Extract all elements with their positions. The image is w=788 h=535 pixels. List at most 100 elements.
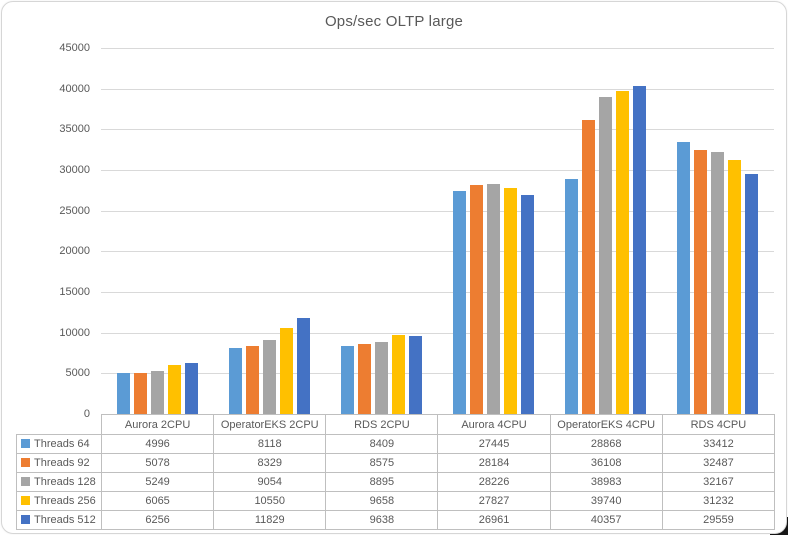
bar-group: [101, 48, 213, 414]
bar-threads-92: [133, 372, 147, 414]
value-cell: 27827: [437, 491, 551, 511]
bar-threads-64: [565, 179, 579, 414]
bar-threads-64: [340, 345, 354, 414]
bar-threads-256: [391, 335, 405, 414]
bar-threads-512: [408, 335, 422, 414]
value-cell: 4996: [100, 434, 215, 454]
value-cell: 32167: [661, 472, 776, 492]
bars-layer: [101, 48, 774, 414]
bar-group: [438, 48, 550, 414]
value-cell: 9054: [213, 472, 327, 492]
value-cell: 40357: [549, 510, 663, 530]
category-header-cell: OperatorEKS 4CPU: [549, 414, 663, 435]
bar-threads-92: [470, 184, 484, 414]
bar-threads-92: [582, 120, 596, 414]
bar-threads-128: [150, 371, 164, 414]
table-row: Threads 92 5078 8329 8575 28184 36108 32487: [16, 453, 776, 473]
legend-cell: Threads 256: [16, 491, 102, 511]
y-axis: 45000 40000 35000 30000 25000 20000 15000 10000…: [26, 42, 90, 420]
legend-swatch-icon: [21, 439, 30, 448]
value-cell: 36108: [549, 453, 663, 473]
bar-threads-128: [711, 152, 725, 414]
bar-threads-512: [745, 173, 759, 414]
value-cell: 28868: [549, 434, 663, 454]
bar-threads-64: [116, 373, 130, 414]
gridline: [101, 170, 774, 171]
y-axis-tick-label: 0: [83, 408, 90, 420]
table-header-row: Aurora 2CPU OperatorEKS 2CPU RDS 2CPU Auror…: [17, 414, 776, 435]
legend-label: Threads 64: [34, 438, 90, 450]
bar-threads-256: [504, 187, 518, 414]
gridline: [101, 129, 774, 130]
y-axis-tick-label: 45000: [59, 42, 90, 54]
value-cell: 8575: [325, 453, 439, 473]
value-cell: 27445: [437, 434, 551, 454]
data-table: Aurora 2CPU OperatorEKS 2CPU RDS 2CPU Auror…: [16, 414, 776, 530]
bar-group: [662, 48, 774, 414]
value-cell: 28226: [437, 472, 551, 492]
value-cell: 32487: [661, 453, 776, 473]
data-table-body: Aurora 2CPU OperatorEKS 2CPU RDS 2CPU Auror…: [16, 414, 776, 530]
value-cell: 5078: [100, 453, 215, 473]
value-cell: 8329: [213, 453, 327, 473]
bar-threads-92: [357, 344, 371, 414]
bar-threads-64: [453, 190, 467, 414]
gridline: [101, 292, 774, 293]
category-header-cell: RDS 4CPU: [661, 414, 776, 435]
value-cell: 5249: [100, 472, 215, 492]
value-cell: 8895: [325, 472, 439, 492]
table-row: Threads 512 6256 11829 9638 26961 40357 29559: [16, 510, 776, 530]
y-axis-tick-label: 25000: [59, 205, 90, 217]
bar-threads-92: [245, 346, 259, 414]
table-row: Threads 128 5249 9054 8895 28226 38983 32167: [16, 472, 776, 492]
value-cell: 38983: [549, 472, 663, 492]
value-cell: 31232: [661, 491, 776, 511]
bar-threads-512: [296, 317, 310, 414]
y-axis-tick-label: 5000: [65, 367, 90, 379]
bar-threads-64: [677, 142, 691, 414]
y-axis-tick-label: 15000: [59, 286, 90, 298]
bar-threads-128: [599, 96, 613, 414]
chart-title: Ops/sec OLTP large: [324, 13, 464, 30]
legend-swatch-icon: [21, 458, 30, 467]
legend-label: Threads 128: [34, 476, 96, 488]
legend-swatch-icon: [21, 477, 30, 486]
value-cell: 11829: [213, 510, 327, 530]
gridline: [101, 251, 774, 252]
value-cell: 26961: [437, 510, 551, 530]
value-cell: 9638: [325, 510, 439, 530]
legend-cell: Threads 128: [16, 472, 102, 492]
legend-label: Threads 512: [34, 514, 96, 526]
value-cell: 29559: [661, 510, 776, 530]
table-blank-cell: [17, 415, 102, 435]
bar-group: [325, 48, 437, 414]
value-cell: 6256: [100, 510, 215, 530]
bar-threads-512: [633, 85, 647, 414]
gridline: [101, 333, 774, 334]
bar-group: [550, 48, 662, 414]
value-cell: 10550: [213, 491, 327, 511]
y-axis-tick-label: 40000: [59, 83, 90, 95]
category-header-cell: Aurora 4CPU: [437, 414, 551, 435]
legend-label: Threads 92: [34, 457, 90, 469]
bar-threads-512: [521, 194, 535, 414]
bar-threads-256: [728, 159, 742, 414]
y-axis-tick-label: 35000: [59, 123, 90, 135]
category-header-cell: Aurora 2CPU: [100, 414, 215, 435]
gridline: [101, 48, 774, 49]
value-cell: 28184: [437, 453, 551, 473]
value-cell: 8409: [325, 434, 439, 454]
value-cell: 8118: [213, 434, 327, 454]
value-cell: 9658: [325, 491, 439, 511]
plot-area: [101, 48, 774, 415]
category-header-cell: RDS 2CPU: [325, 414, 439, 435]
bar-threads-128: [262, 340, 276, 414]
gridline: [101, 211, 774, 212]
value-cell: 6065: [100, 491, 215, 511]
bar-threads-128: [374, 341, 388, 414]
gridline: [101, 89, 774, 90]
legend-cell: Threads 512: [16, 510, 102, 530]
bar-threads-256: [616, 90, 630, 414]
table-row: Threads 256 6065 10550 9658 27827 39740 31232: [16, 491, 776, 511]
